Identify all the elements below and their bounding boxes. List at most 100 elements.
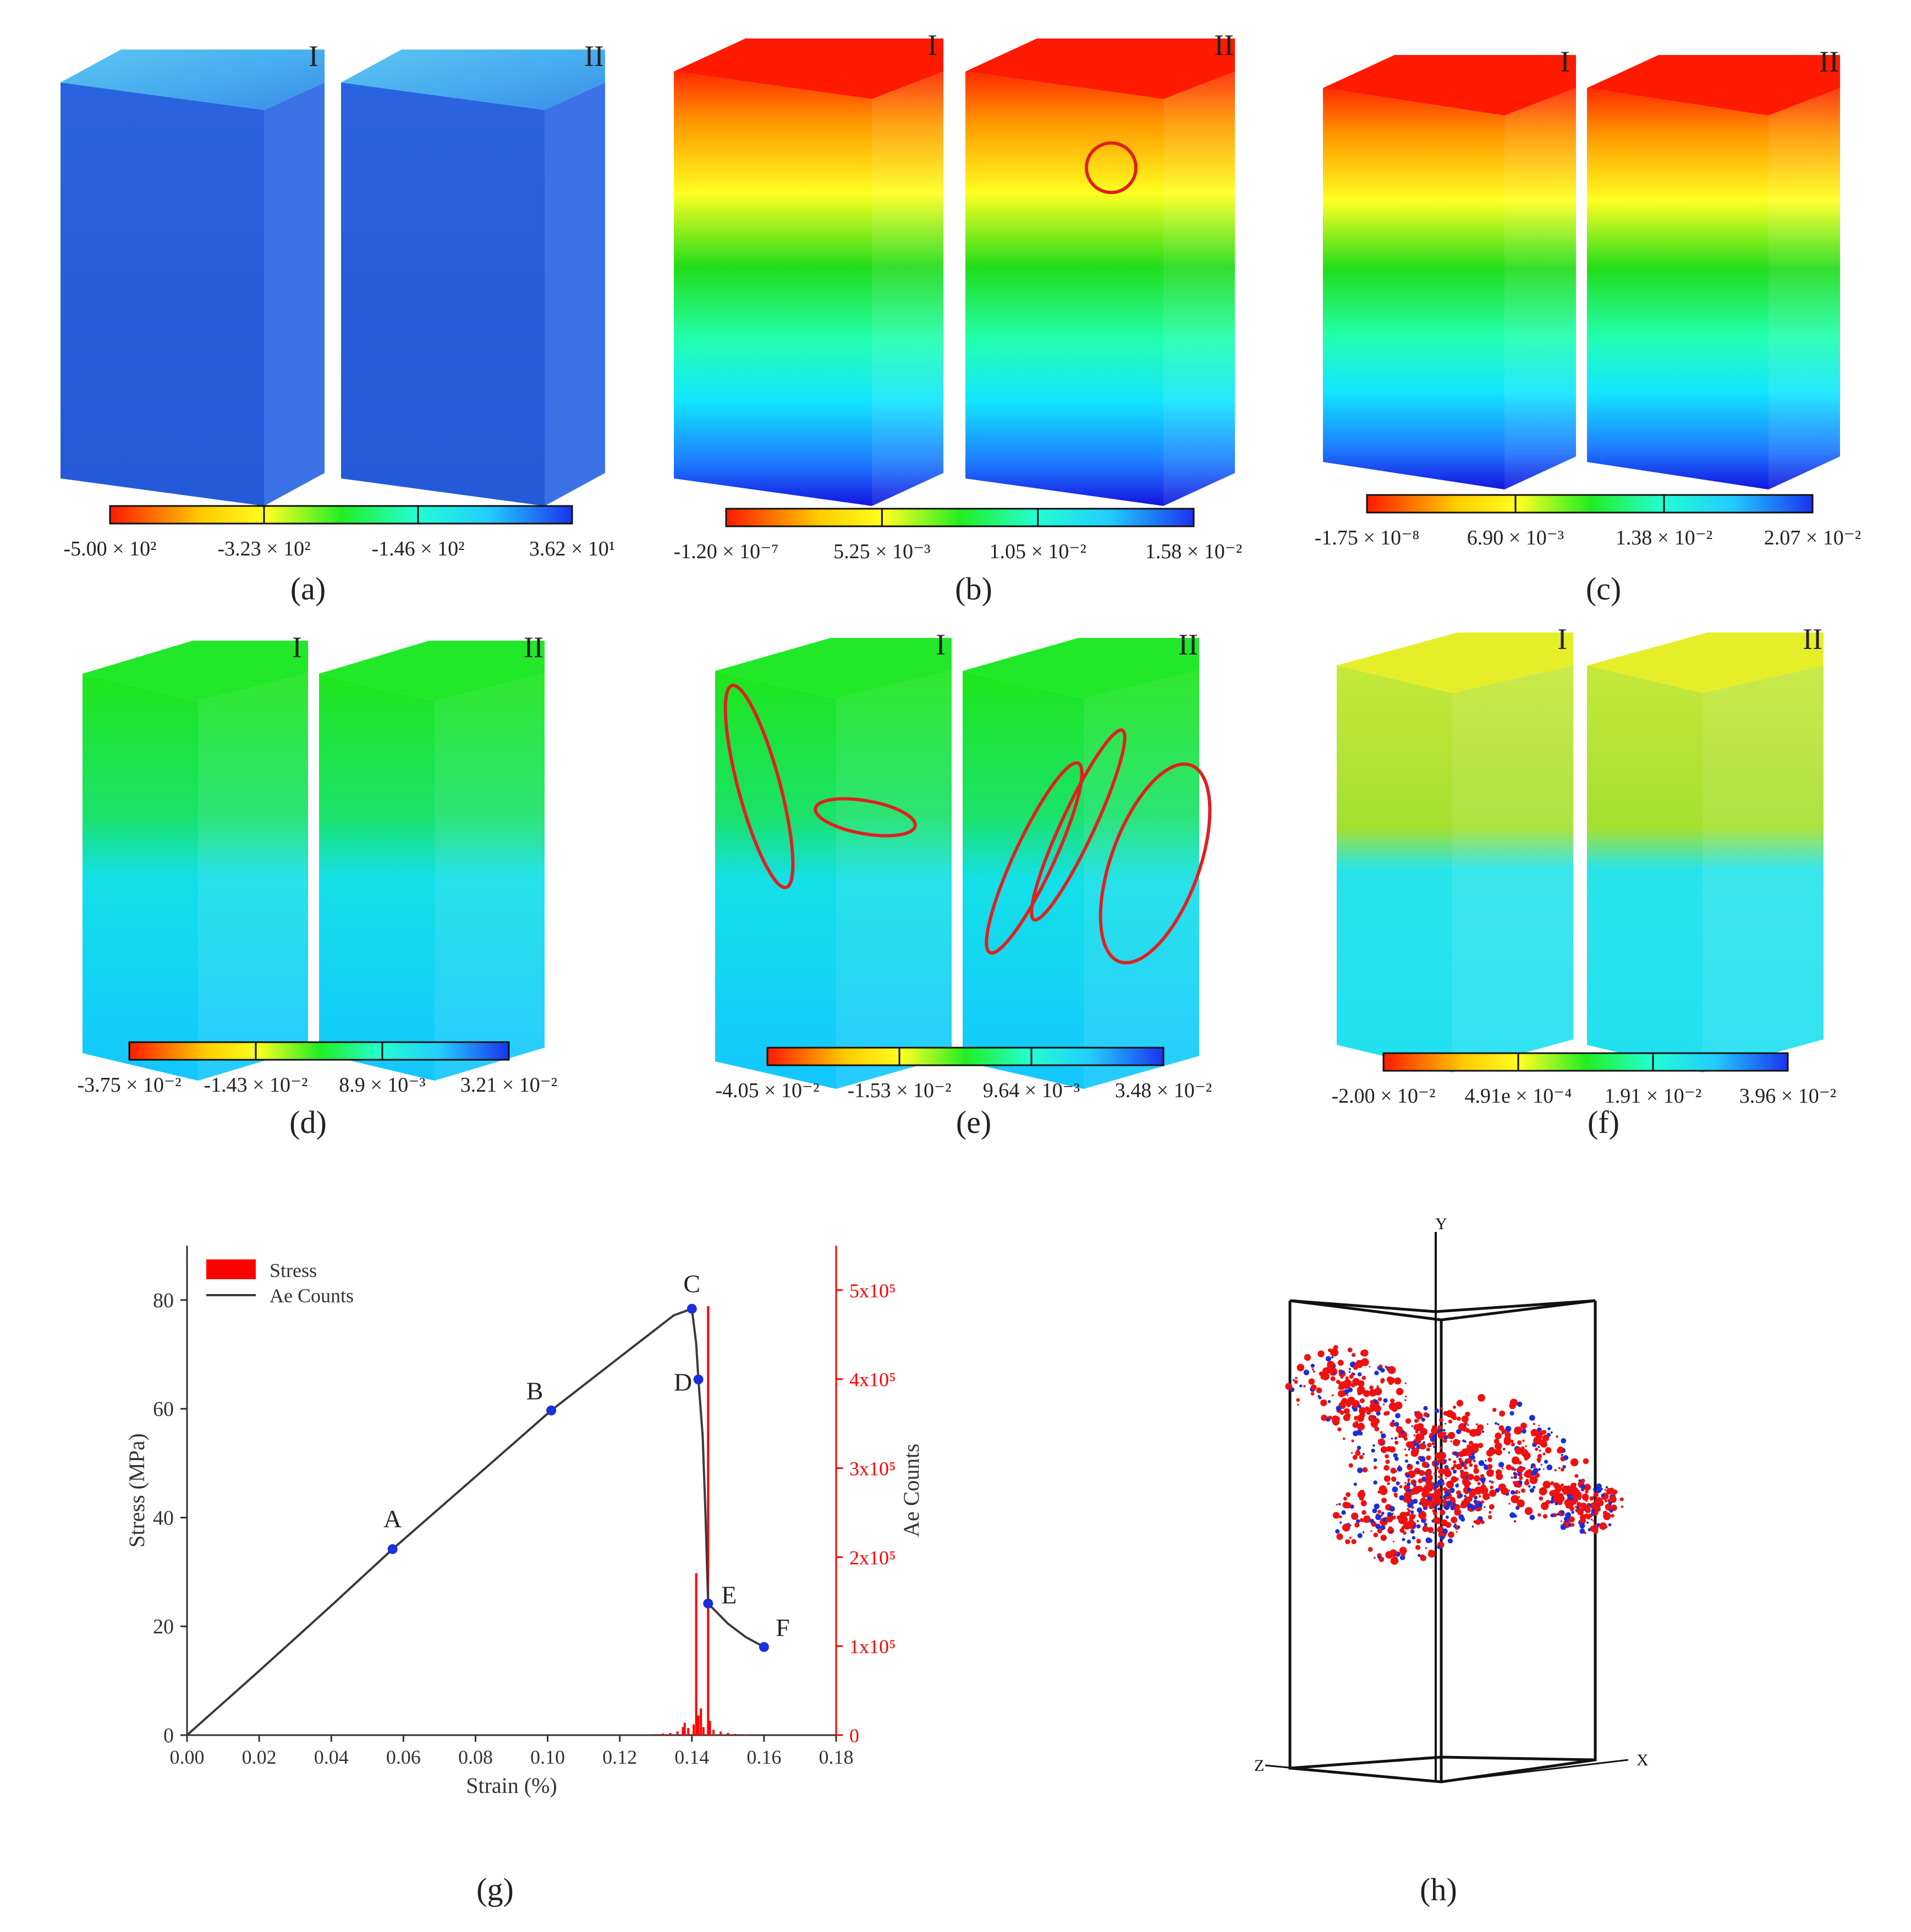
ae-event [1405,1454,1408,1457]
x-tick-label: 0.00 [170,1746,205,1768]
legend-label-ae: Ae Counts [270,1285,354,1307]
colorbar-tick-label: -5.00 × 10² [64,537,157,560]
ae-event [1537,1513,1541,1517]
ae-event [1504,1488,1507,1491]
ae-event [1426,1447,1430,1452]
ae-event [1359,1489,1365,1495]
x-tick-label: 0.12 [602,1746,637,1768]
ae-event [1457,1416,1461,1421]
ae-event [1490,1447,1495,1451]
ae-event [1374,1426,1380,1432]
ae-event [1380,1559,1383,1562]
ae-event [1477,1424,1484,1431]
ae-event [1561,1468,1564,1472]
ae-event [1374,1370,1379,1375]
ae-event [1467,1424,1469,1426]
y-tick-label: 60 [153,1398,174,1421]
ae-event [1394,1551,1398,1555]
ae-event [1497,1423,1500,1426]
ae-event [1456,1463,1462,1470]
ae-event [1441,1519,1448,1527]
ae-event [1437,1507,1440,1511]
ae-event [1399,1485,1403,1489]
ae-event [1520,1449,1529,1457]
ae-event [1423,1412,1429,1417]
ae-event [1353,1482,1357,1486]
ae-event [1416,1443,1420,1446]
ae-event [1474,1464,1478,1468]
ae-event [1402,1516,1408,1523]
ae-event [1571,1511,1574,1514]
ae-event [1456,1429,1462,1434]
ae-event [1489,1489,1497,1497]
ae-event [1608,1523,1612,1527]
ae-event [1415,1461,1420,1465]
ae-event [1376,1385,1379,1388]
ae-event [1578,1482,1581,1485]
ae-event [1355,1450,1361,1456]
ae-event [1377,1556,1381,1559]
ae-event [1522,1439,1525,1442]
panel-label: (e) [956,1104,991,1140]
colorbar-tick-label: 3.48 × 10⁻² [1115,1079,1212,1102]
ae-event [1461,1415,1469,1423]
block-label-I: I [292,631,302,664]
ae-event [1567,1494,1571,1498]
ae-event [1353,1430,1359,1436]
panel-a: I II-5.00 × 10² -3.23 × 10² -1.46 × 10² 3.62… [61,40,615,607]
ae-event [1529,1488,1535,1493]
ae-event [1394,1494,1398,1498]
ae-event [1361,1358,1369,1367]
ae-event [1538,1468,1541,1471]
ae-event [1404,1399,1407,1401]
block-front-face [1587,665,1703,1072]
ae-event [1438,1469,1442,1474]
x-tick-label: 0.18 [819,1746,854,1768]
ae-event [1396,1388,1404,1395]
ae-event [1495,1469,1502,1476]
block-side-face [435,674,545,1081]
point-label-E: E [721,1581,737,1609]
ae-event [1311,1368,1314,1370]
ae-event [1415,1545,1421,1550]
ae-event [1348,1463,1353,1468]
ae-event [1351,1452,1353,1454]
block-top-face [1587,632,1824,693]
ae-event [1609,1509,1613,1513]
ae-event [1606,1488,1613,1495]
colorbar-tick-label: -1.43 × 10⁻² [204,1074,307,1097]
ae-event [1421,1491,1428,1498]
block-top-face [965,38,1235,99]
ae-event [1519,1473,1523,1476]
y-tick-label: 80 [153,1289,174,1312]
ae-event [1540,1463,1543,1466]
panel-label: (a) [290,571,326,607]
block-top-face [1337,632,1573,693]
ae-event [1467,1503,1473,1509]
ae-event [1499,1410,1506,1417]
ae-event [1441,1460,1445,1464]
ae-event [1370,1420,1378,1428]
ae-event [1337,1359,1344,1366]
ae-event [1404,1491,1412,1500]
y2-tick-label: 3x10⁵ [849,1458,896,1480]
ae-event [1343,1379,1352,1388]
ae-event [1385,1459,1390,1464]
ae-event [1535,1473,1540,1478]
ae-event [1533,1436,1542,1445]
block-label-II: II [1819,45,1839,78]
block-front-face [61,82,264,506]
panel-label: (c) [1586,571,1621,607]
ae-event [1342,1523,1350,1532]
ae-event [1440,1535,1445,1540]
point-marker-E [703,1598,713,1609]
colorbar [128,1041,510,1061]
ae-event [1578,1479,1581,1482]
ae-event [1397,1466,1403,1472]
ae-event [1330,1376,1336,1381]
ae-event [1542,1480,1551,1489]
ae-event [1552,1500,1556,1503]
ae-event [1333,1345,1338,1350]
ae-event [1383,1398,1388,1403]
colorbar [1366,494,1814,514]
